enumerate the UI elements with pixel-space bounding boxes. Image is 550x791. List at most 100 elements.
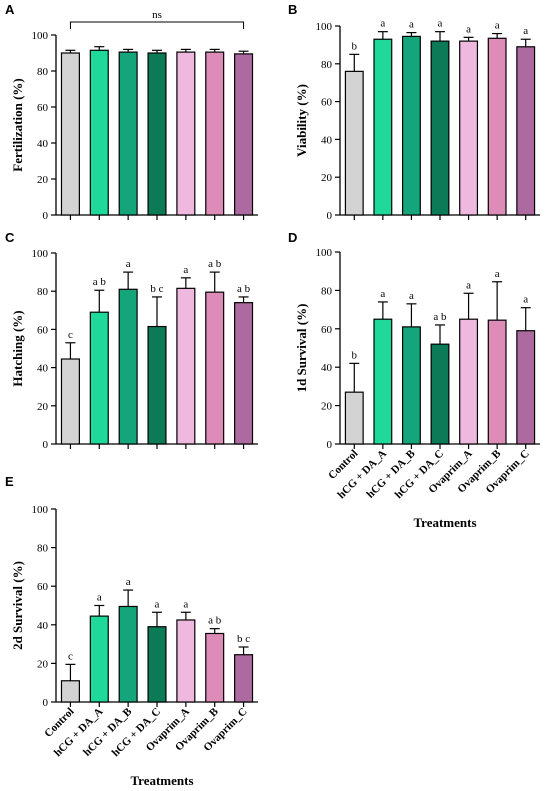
y-tick-label: 100 [32,248,49,260]
significance-letter: a [97,592,102,604]
y-tick-label: 20 [321,401,333,413]
bar-1 [344,391,364,445]
bar-7 [516,330,536,445]
bar-3 [401,326,421,445]
significance-letter: a [409,19,414,31]
significance-letter: a [495,268,500,280]
y-tick-label: 100 [32,504,49,516]
significance-letter: a [155,598,160,610]
y-tick-label: 80 [321,59,333,71]
y-tick-label: 80 [321,285,333,297]
significance-letter: a [523,294,528,306]
significance-letter: b [352,40,358,52]
bar-1 [60,358,80,445]
significance-letter: a b [208,615,222,627]
significance-letter: a b [208,258,222,270]
y-tick-label: 20 [37,174,49,186]
bar-4 [430,343,450,445]
significance-letter: a [466,23,471,35]
chart-panel-a: A 0 20 40 60 80 100 Fertilization (%) ns [5,2,258,222]
significance-letter: b c [150,283,163,295]
bar-5 [176,287,196,445]
bar-5 [459,318,479,445]
y-tick-label: 0 [43,697,49,709]
panel-letter: A [5,2,15,17]
chart-panel-b: B 0 20 40 60 80 100 Viability (%) b a a a a a a [288,2,540,222]
y-tick-label: 40 [37,363,49,375]
y-tick-label: 100 [316,21,333,33]
bar-2 [373,318,393,445]
y-tick-label: 100 [32,30,49,42]
bar-3 [118,605,138,703]
y-tick-label: 40 [37,620,49,632]
y-tick-label: 60 [321,97,333,109]
y-tick-label: 80 [37,286,49,298]
significance-letter: a [438,18,443,30]
panel-letter: E [5,474,14,489]
y-tick-label: 20 [37,658,49,670]
y-tick-label: 0 [43,210,49,222]
significance-bracket [69,21,245,29]
y-tick-label: 60 [37,581,49,593]
bar-5 [459,40,479,216]
y-tick-label: 40 [321,362,333,374]
bar-3 [118,51,138,216]
significance-letter: a [380,288,385,300]
bar-1 [60,52,80,216]
bar-7 [516,46,536,216]
y-tick-label: 60 [37,102,49,114]
bar-3 [118,288,138,445]
y-tick-label: 20 [37,401,49,413]
bar-5 [176,51,196,216]
bar-4 [147,52,167,216]
significance-letter: a [466,279,471,291]
y-tick-label: 60 [321,324,333,336]
significance-letter: a [126,576,131,588]
y-tick-label: 0 [327,210,333,222]
chart-panel-c: C 0 20 40 60 80 100 Hatching (%) c a b a b c a a b a b [5,230,258,451]
significance-letter: a b [433,311,447,323]
y-tick-label: 80 [37,543,49,555]
bar-2 [89,615,109,703]
bar-6 [205,291,225,445]
panel-letter: C [5,230,15,245]
y-axis-label: Viability (%) [294,84,309,157]
significance-letter: b c [237,633,250,645]
significance-letter: b [352,349,358,361]
significance-letter: a [380,18,385,30]
bar-4 [430,40,450,216]
y-tick-label: 40 [37,138,49,150]
y-tick-label: 0 [43,439,49,451]
bar-2 [89,311,109,445]
bar-6 [487,37,507,216]
y-tick-label: 80 [37,66,49,78]
significance-letter: a [126,258,131,270]
bar-6 [487,319,507,445]
bar-7 [234,654,254,703]
significance-letter: a [409,290,414,302]
y-axis-label: 2d Survival (%) [10,561,25,650]
significance-letter: c [68,329,73,341]
panel-letter: D [288,230,297,245]
significance-letter: a b [93,276,107,288]
panel-letter: B [288,2,297,17]
y-axis-label: 1d Survival (%) [294,304,309,393]
y-axis-label: Hatching (%) [10,310,25,386]
x-axis-label: Treatments [130,773,193,788]
bar-1 [60,680,80,703]
x-axis-label: Treatments [413,515,476,530]
y-tick-label: 100 [316,247,333,259]
significance-letter: c [68,650,73,662]
bracket-label: ns [152,9,162,21]
bar-1 [344,70,364,216]
significance-letter: a [523,25,528,37]
bar-7 [234,302,254,445]
y-tick-label: 40 [321,134,333,146]
bar-7 [234,53,254,216]
bar-2 [89,49,109,216]
y-tick-label: 20 [321,172,333,184]
bar-6 [205,632,225,703]
significance-letter: a [183,264,188,276]
